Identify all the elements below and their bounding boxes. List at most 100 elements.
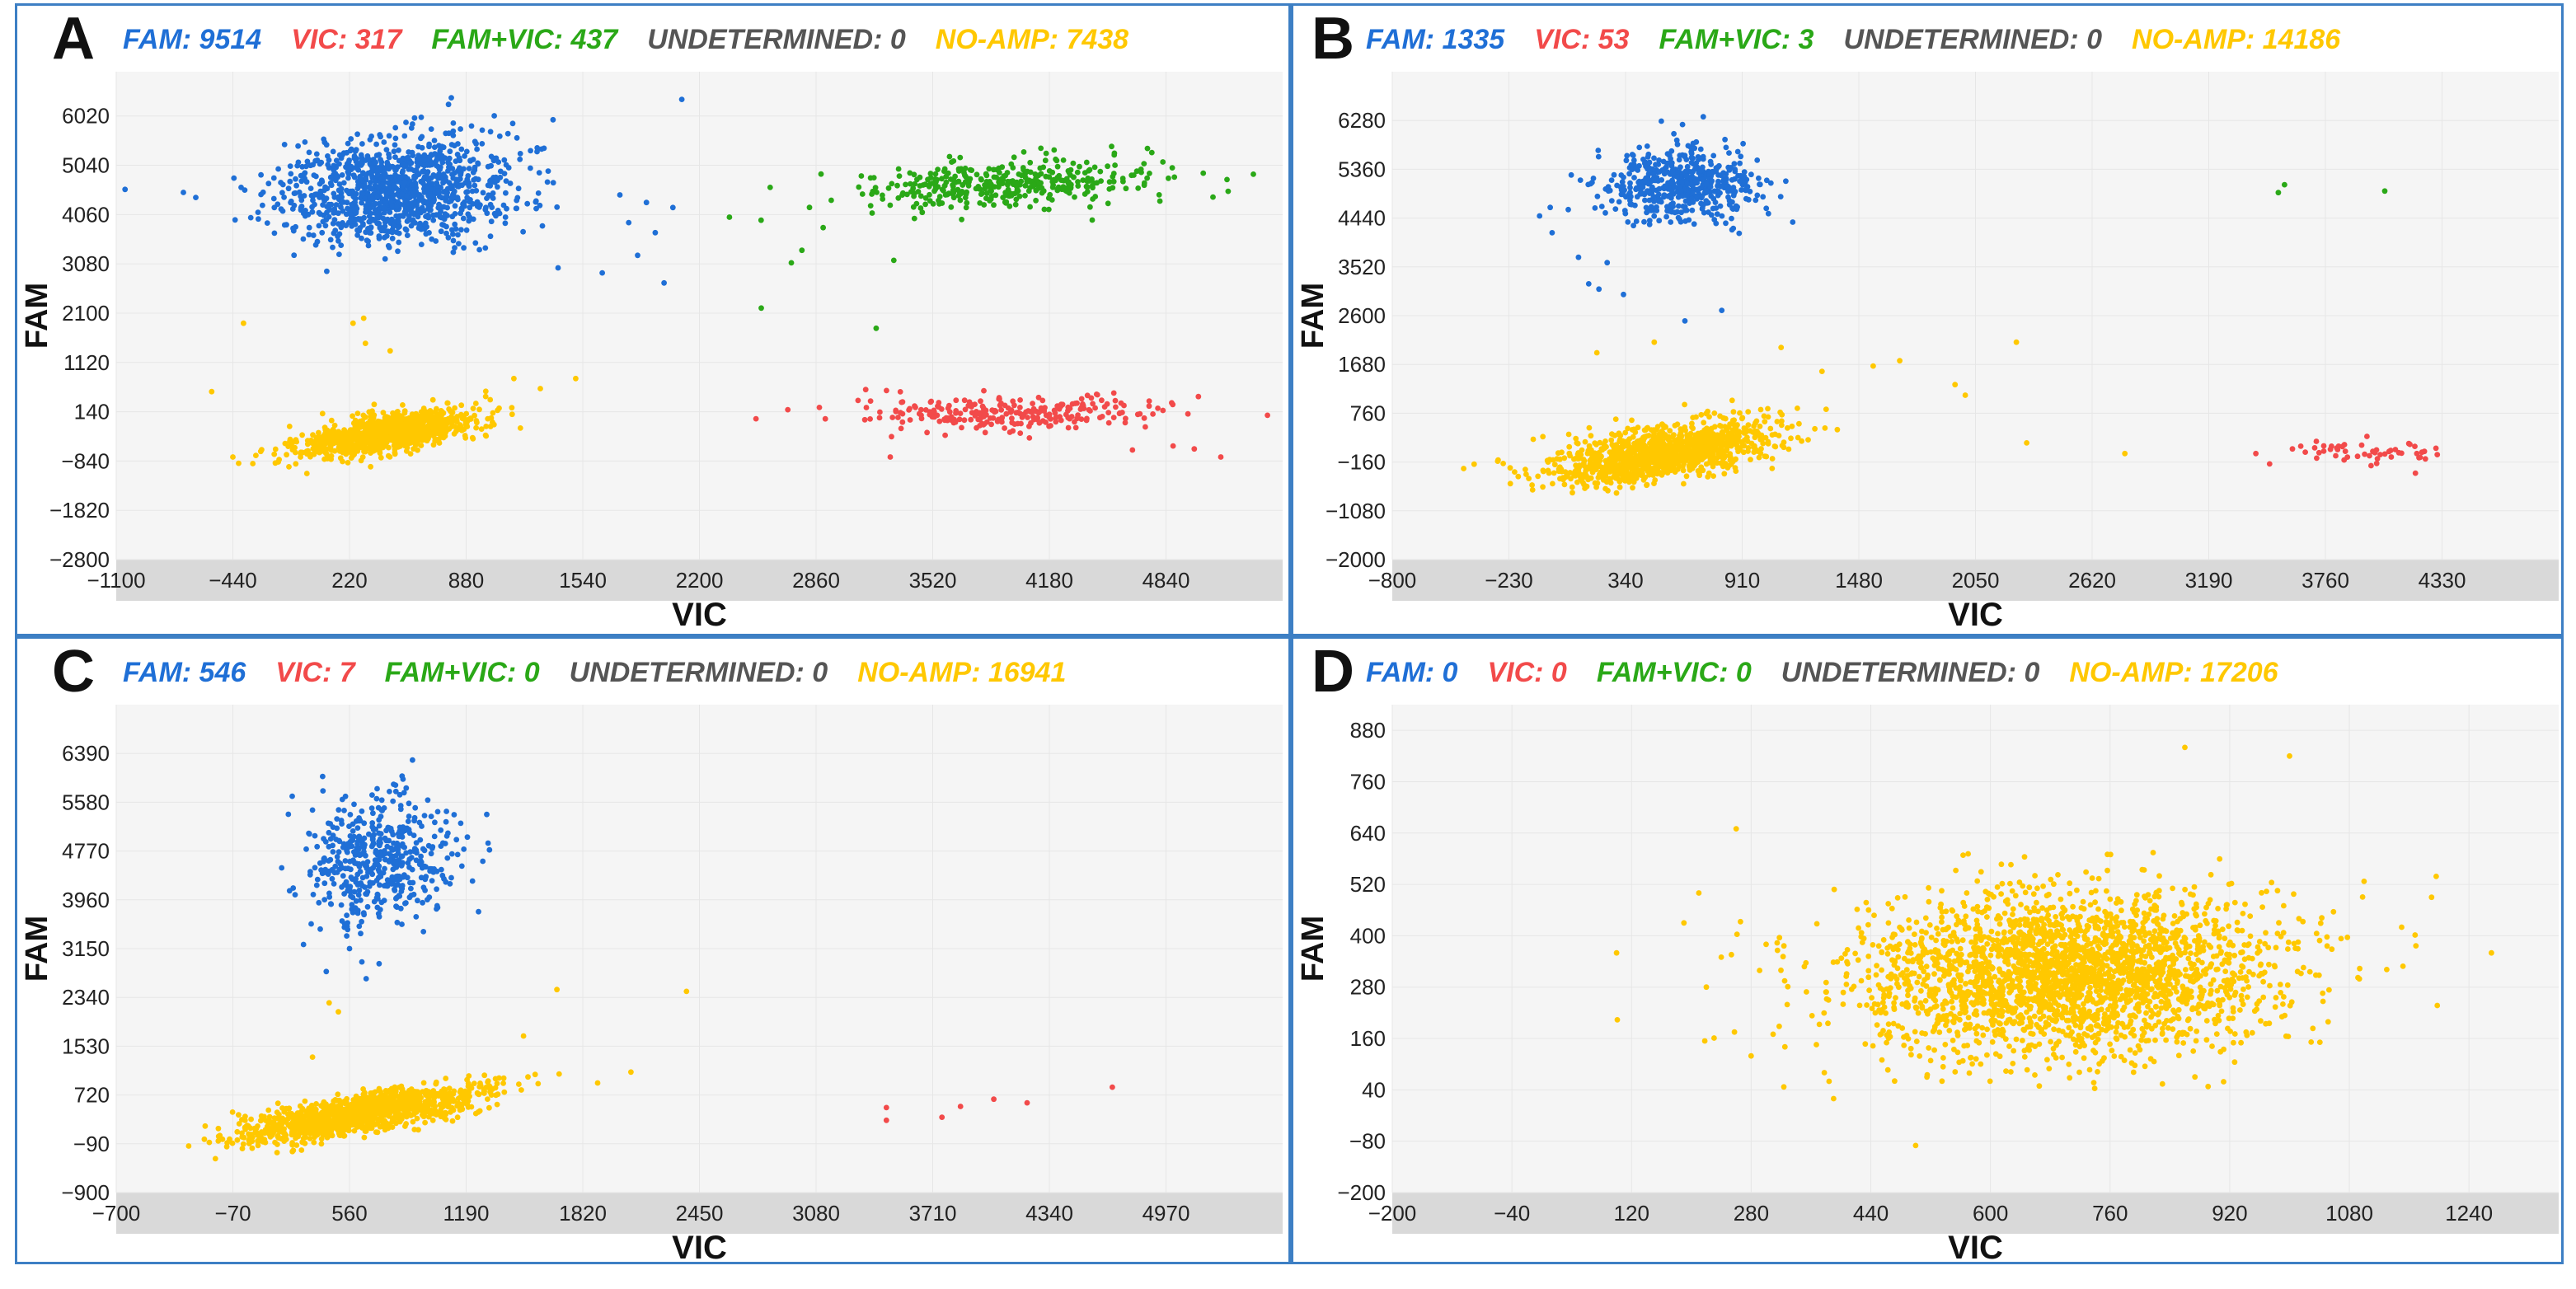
fam-point (296, 189, 303, 195)
fam-point (395, 224, 401, 231)
fam-point (476, 246, 482, 253)
famvic-point (1054, 163, 1061, 170)
noamp-point (511, 375, 517, 382)
fam-point (378, 797, 385, 804)
fam-point (1595, 148, 1602, 153)
noamp-point (1739, 415, 1746, 421)
noamp-point (1616, 437, 1623, 443)
fam-point (423, 874, 429, 880)
noamp-point (411, 446, 416, 452)
famvic-point (1090, 196, 1096, 202)
noamp-point (253, 452, 259, 458)
fam-point (339, 172, 345, 178)
fam-point (288, 198, 294, 204)
fam-point (1646, 159, 1653, 166)
fam-point (415, 143, 421, 150)
famvic-point (958, 190, 964, 197)
noamp-point (1769, 466, 1776, 471)
fam-point (1656, 218, 1663, 224)
y-tick-label: 6020 (62, 104, 110, 129)
fam-point (461, 846, 467, 852)
noamp-point (1690, 415, 1696, 420)
fam-point (1692, 165, 1699, 171)
fam-point (328, 182, 335, 189)
fam-point (421, 157, 428, 163)
vic-point (1129, 447, 1136, 453)
fam-point (376, 152, 382, 158)
fam-point (1594, 193, 1601, 199)
famvic-point (907, 170, 913, 176)
fam-point (643, 199, 650, 206)
noamp-point (340, 458, 345, 465)
noamp-point (1602, 438, 1608, 444)
vic-point (753, 415, 759, 422)
fam-point (332, 177, 339, 184)
noamp-point (1567, 452, 1573, 459)
vic-point (2412, 443, 2418, 449)
fam-point (1589, 180, 1595, 185)
noamp-point (1599, 447, 1606, 453)
noamp-point (1568, 476, 1574, 482)
fam-point (432, 151, 438, 157)
noamp-point (1762, 434, 1769, 441)
fam-point (361, 171, 368, 177)
noamp-point (430, 442, 437, 448)
vic-point (2388, 454, 2395, 460)
fam-point (535, 190, 542, 196)
noamp-point (324, 427, 331, 434)
fam-point (326, 201, 332, 208)
fam-point (418, 241, 425, 247)
noamp-point (458, 402, 465, 409)
famvic-point (1084, 178, 1091, 185)
noamp-point (1658, 437, 1664, 443)
noamp-point (1730, 409, 1737, 415)
panel-letter: A (52, 6, 95, 72)
noamp-point (1587, 457, 1593, 463)
vic-point (907, 417, 913, 423)
fam-point (401, 179, 408, 185)
fam-point (505, 165, 512, 171)
noamp-point (1650, 427, 1657, 433)
vic-point (922, 407, 929, 413)
noamp-point (1785, 446, 1792, 452)
fam-point (446, 180, 453, 186)
noamp-point (1550, 480, 1555, 487)
fam-point (1668, 160, 1675, 166)
fam-point (539, 223, 546, 229)
fam-point (536, 170, 542, 176)
vic-point (1134, 411, 1141, 418)
fam-point (354, 841, 360, 847)
fam-point (404, 218, 411, 224)
fam-point (356, 887, 363, 893)
fam-point (285, 811, 292, 818)
vic-point (961, 417, 968, 424)
fam-point (472, 240, 479, 246)
fam-point (422, 220, 429, 227)
noamp-point (1592, 440, 1598, 446)
noamp-point (236, 460, 242, 466)
vic-point (2320, 443, 2327, 449)
famvic-point (1110, 178, 1117, 185)
fam-point (302, 139, 308, 145)
fam-point (1684, 163, 1691, 170)
noamp-point (436, 436, 442, 443)
fam-point (348, 216, 354, 222)
vic-point (952, 419, 959, 425)
fam-point (444, 204, 450, 211)
fam-point (330, 824, 336, 830)
fam-point (359, 141, 365, 147)
fam-point (395, 248, 401, 255)
famvic-point (2282, 181, 2287, 188)
noamp-point (1600, 470, 1607, 476)
fam-point (1651, 213, 1658, 219)
vic-point (855, 397, 861, 404)
fam-point (365, 238, 371, 245)
noamp-point (1577, 474, 1584, 480)
famvic-point (1110, 171, 1117, 176)
fam-point (345, 849, 350, 855)
fam-point (335, 849, 342, 855)
vic-point (1078, 396, 1085, 402)
vic-point (1118, 400, 1124, 406)
fam-point (373, 159, 378, 166)
noamp-point (1709, 438, 1715, 443)
